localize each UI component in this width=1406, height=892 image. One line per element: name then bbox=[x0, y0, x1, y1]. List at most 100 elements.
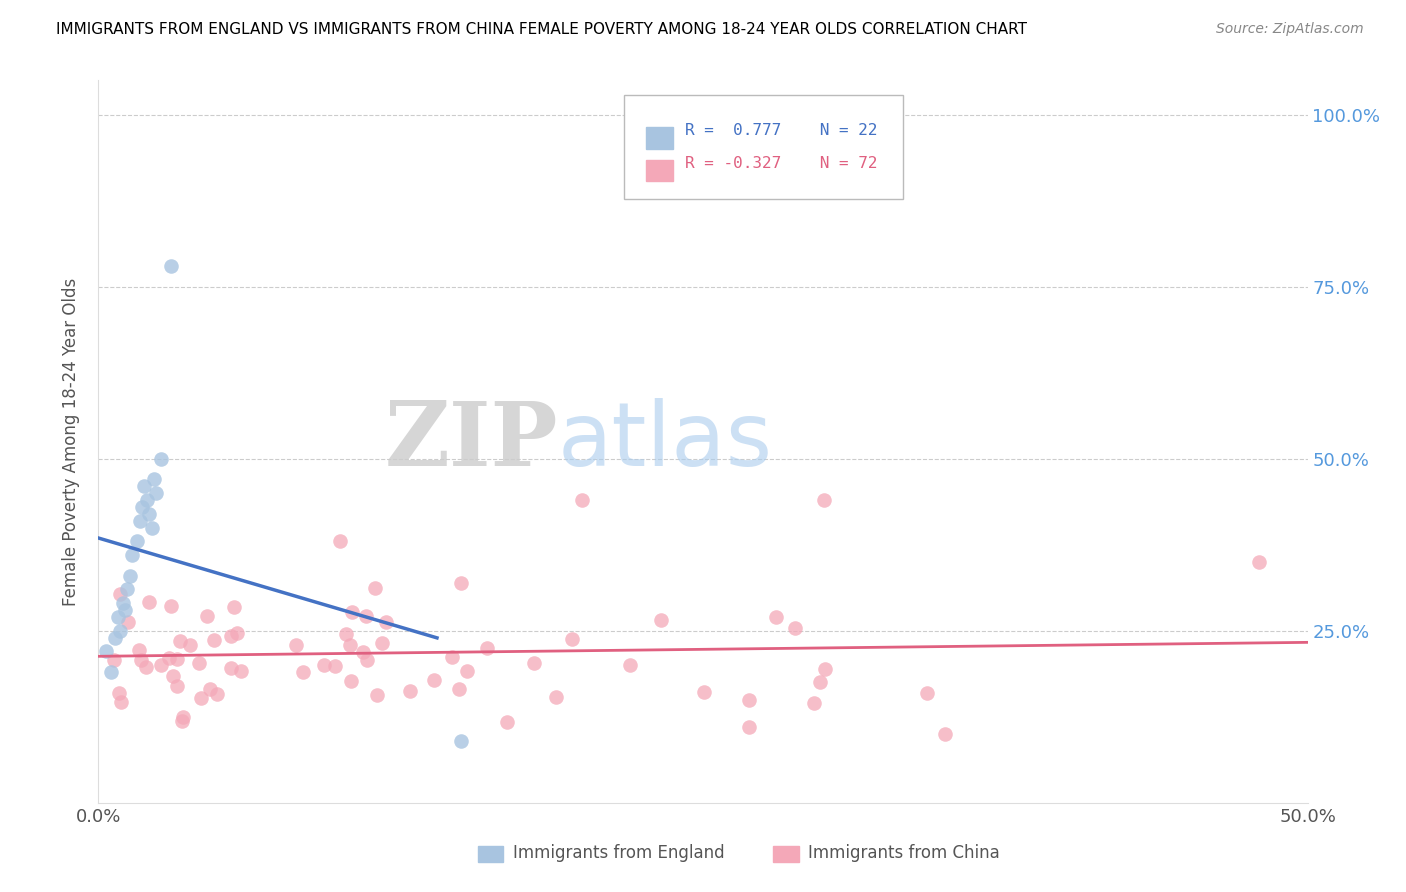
Point bbox=[450, 734, 472, 748]
Text: Source: ZipAtlas.com: Source: ZipAtlas.com bbox=[1216, 22, 1364, 37]
Point bbox=[131, 500, 153, 514]
Point bbox=[108, 587, 131, 601]
Point bbox=[118, 568, 141, 582]
Point bbox=[783, 621, 806, 635]
Point bbox=[190, 690, 212, 705]
Point bbox=[166, 679, 188, 693]
Point bbox=[312, 657, 335, 672]
Point bbox=[335, 627, 357, 641]
Point bbox=[160, 259, 183, 273]
Point bbox=[128, 642, 150, 657]
Point bbox=[339, 639, 361, 653]
Point bbox=[475, 640, 498, 655]
Text: R = -0.327    N = 72: R = -0.327 N = 72 bbox=[685, 156, 877, 171]
Point bbox=[129, 653, 152, 667]
Text: atlas: atlas bbox=[558, 398, 773, 485]
Point bbox=[159, 599, 181, 613]
Point bbox=[138, 595, 160, 609]
Text: Immigrants from China: Immigrants from China bbox=[808, 844, 1000, 862]
Point bbox=[224, 599, 246, 614]
Point bbox=[364, 581, 387, 595]
Point bbox=[544, 690, 567, 705]
Point bbox=[141, 520, 163, 534]
Text: IMMIGRANTS FROM ENGLAND VS IMMIGRANTS FROM CHINA FEMALE POVERTY AMONG 18-24 YEAR: IMMIGRANTS FROM ENGLAND VS IMMIGRANTS FR… bbox=[56, 22, 1028, 37]
Point bbox=[134, 479, 156, 493]
Point bbox=[117, 582, 139, 597]
Point bbox=[138, 507, 160, 521]
Point bbox=[150, 657, 173, 672]
Point bbox=[374, 615, 396, 629]
Point bbox=[650, 613, 672, 627]
Text: ZIP: ZIP bbox=[384, 398, 558, 485]
Point bbox=[808, 675, 831, 690]
Point bbox=[340, 605, 363, 619]
Point bbox=[398, 683, 420, 698]
Point bbox=[323, 659, 346, 673]
Point bbox=[366, 689, 388, 703]
Point bbox=[128, 514, 150, 528]
FancyBboxPatch shape bbox=[624, 95, 903, 200]
Point bbox=[814, 662, 837, 676]
Point bbox=[100, 665, 122, 679]
Point bbox=[135, 660, 157, 674]
Text: R =  0.777    N = 22: R = 0.777 N = 22 bbox=[685, 123, 877, 138]
Point bbox=[135, 493, 157, 508]
Point bbox=[813, 493, 835, 508]
Point bbox=[207, 687, 229, 701]
Point bbox=[934, 727, 956, 741]
Point bbox=[110, 695, 132, 709]
Point bbox=[121, 548, 143, 562]
Point bbox=[447, 682, 470, 697]
Point bbox=[371, 636, 394, 650]
Point bbox=[172, 714, 194, 729]
Point bbox=[450, 575, 472, 590]
Point bbox=[284, 638, 307, 652]
Point bbox=[195, 608, 218, 623]
Point bbox=[172, 710, 194, 724]
Point bbox=[1249, 555, 1271, 569]
Point bbox=[179, 638, 201, 652]
Point bbox=[291, 665, 314, 680]
Point bbox=[157, 651, 180, 665]
Text: Immigrants from England: Immigrants from England bbox=[513, 844, 725, 862]
Point bbox=[221, 661, 243, 675]
Point bbox=[145, 486, 167, 500]
Point bbox=[354, 609, 377, 624]
Point bbox=[356, 653, 378, 667]
Point bbox=[352, 644, 374, 658]
Point bbox=[915, 686, 938, 700]
Point bbox=[108, 686, 131, 700]
Point bbox=[202, 633, 225, 648]
Point bbox=[169, 634, 191, 648]
Point bbox=[803, 696, 825, 710]
Point bbox=[561, 632, 583, 647]
Point bbox=[150, 451, 173, 466]
Point bbox=[143, 472, 166, 486]
Point bbox=[103, 652, 125, 666]
Point bbox=[200, 681, 222, 696]
Point bbox=[456, 664, 478, 678]
Point bbox=[619, 658, 641, 673]
Point bbox=[221, 629, 243, 643]
Point bbox=[104, 631, 127, 645]
Point bbox=[166, 652, 188, 666]
Point bbox=[737, 693, 759, 707]
Y-axis label: Female Poverty Among 18-24 Year Olds: Female Poverty Among 18-24 Year Olds bbox=[62, 277, 80, 606]
Point bbox=[423, 673, 446, 688]
Point bbox=[693, 685, 716, 699]
FancyBboxPatch shape bbox=[647, 128, 673, 149]
Point bbox=[127, 534, 149, 549]
Point bbox=[108, 624, 131, 638]
Point bbox=[329, 534, 352, 549]
Point bbox=[738, 720, 761, 734]
Point bbox=[111, 596, 134, 610]
Point bbox=[107, 610, 129, 624]
Point bbox=[523, 657, 546, 671]
Point bbox=[765, 610, 787, 624]
Point bbox=[162, 668, 184, 682]
Point bbox=[571, 493, 593, 508]
Point bbox=[340, 673, 363, 688]
Point bbox=[188, 657, 211, 671]
Point bbox=[225, 626, 247, 640]
Point bbox=[229, 665, 252, 679]
